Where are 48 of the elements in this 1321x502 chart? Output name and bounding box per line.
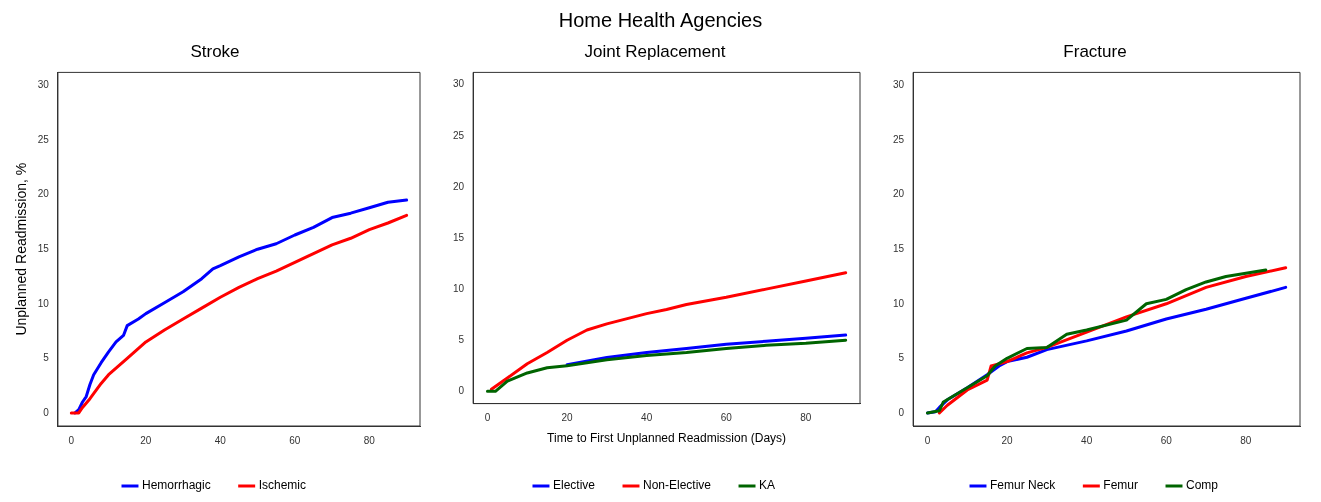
- y-tick-label: 10: [893, 297, 905, 309]
- x-tick-label: 40: [214, 434, 227, 446]
- chart-title: Joint Replacement: [584, 41, 726, 61]
- legend-label: Femur: [1103, 478, 1139, 493]
- x-tick-label: 80: [800, 412, 812, 424]
- y-tick-label: 30: [893, 79, 905, 91]
- x-tick-label: 40: [641, 412, 653, 424]
- x-tick-label: 40: [1081, 434, 1093, 446]
- legend-label: Non-Elective: [642, 478, 712, 493]
- y-tick-label: 15: [453, 231, 465, 243]
- y-tick-label: 30: [453, 78, 465, 90]
- x-axis-title: Time to First Unplanned Readmission (Days): [547, 431, 787, 446]
- y-tick-label: 10: [37, 297, 50, 309]
- x-tick-label: 20: [1001, 434, 1014, 446]
- y-tick-label: 30: [37, 79, 50, 91]
- y-tick-label: 25: [893, 133, 905, 145]
- y-tick-label: 15: [893, 242, 905, 254]
- y-tick-label: 15: [37, 242, 50, 254]
- y-tick-label: 5: [43, 352, 50, 364]
- y-tick-label: 10: [453, 282, 465, 294]
- legend-label: Comp: [1186, 478, 1219, 493]
- legend-label: KA: [759, 478, 776, 493]
- x-tick-label: 60: [720, 412, 733, 424]
- x-tick-label: 20: [140, 434, 152, 446]
- y-tick-label: 20: [37, 188, 50, 200]
- legend-label: Hemorrhagic: [141, 478, 211, 493]
- legend-label: Femur Neck: [989, 478, 1057, 493]
- y-tick-label: 0: [458, 385, 465, 397]
- y-tick-label: 25: [453, 129, 465, 141]
- x-tick-label: 60: [1160, 434, 1173, 446]
- x-tick-label: 60: [289, 434, 301, 446]
- chart-title: Fracture: [1063, 41, 1127, 61]
- x-tick-label: 0: [68, 434, 75, 446]
- x-tick-label: 0: [924, 434, 931, 446]
- y-tick-label: 20: [893, 188, 905, 200]
- y-tick-label: 25: [37, 133, 50, 145]
- legend-label: Ischemic: [258, 478, 307, 493]
- x-tick-label: 80: [1240, 434, 1252, 446]
- x-tick-label: 0: [484, 412, 491, 424]
- legend-label: Elective: [552, 478, 596, 493]
- y-tick-label: 20: [453, 180, 465, 192]
- text: Home Health Agencies: [558, 9, 763, 31]
- y-tick-label: 5: [898, 352, 905, 364]
- chart-title: Stroke: [190, 41, 240, 61]
- y-axis-title: Unplanned Readmission, %: [13, 162, 30, 336]
- y-tick-label: 5: [458, 333, 465, 345]
- x-tick-label: 80: [363, 434, 376, 446]
- x-tick-label: 20: [561, 412, 574, 424]
